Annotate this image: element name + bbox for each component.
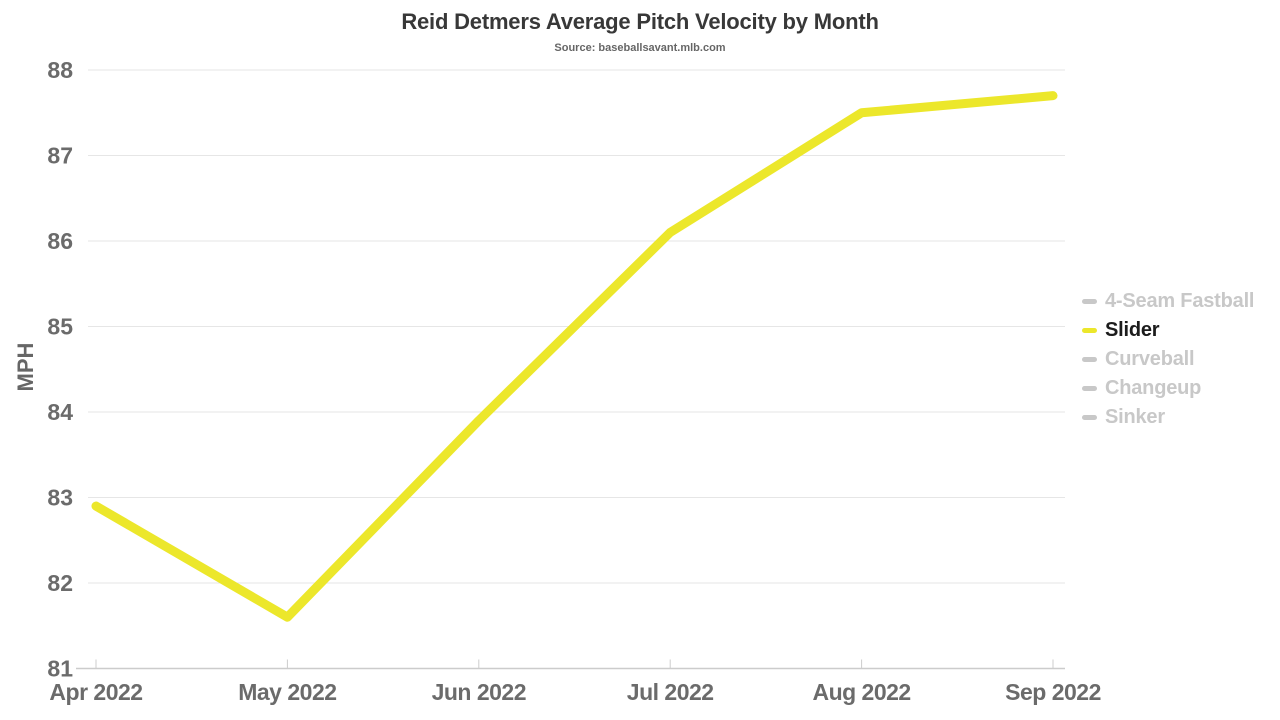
series-line-slider xyxy=(91,91,1058,622)
legend-label-curveball: Curveball xyxy=(1105,348,1195,370)
y-tick-label: 81 xyxy=(47,656,73,682)
y-tick-label: 85 xyxy=(47,314,73,340)
legend-item-sinker[interactable]: Sinker xyxy=(1082,403,1254,432)
legend-label-changeup: Changeup xyxy=(1105,377,1202,399)
y-gridlines xyxy=(76,69,1065,670)
legend-label-slider: Slider xyxy=(1105,319,1160,341)
x-tick-labels: Apr 2022 May 2022 Jun 2022 Jul 2022 Aug 2022… xyxy=(49,679,1101,705)
x-tick-label: Apr 2022 xyxy=(49,679,142,705)
x-tick-label: Jul 2022 xyxy=(627,679,714,705)
y-tick-label: 84 xyxy=(47,399,73,425)
legend-swatch-curveball xyxy=(1082,357,1097,362)
y-tick-label: 86 xyxy=(47,228,73,254)
y-tick-label: 87 xyxy=(47,143,73,169)
legend-swatch-sinker xyxy=(1082,415,1097,420)
legend-label-4-seam-fastball: 4-Seam Fastball xyxy=(1105,290,1255,312)
x-axis-ticks xyxy=(95,659,1054,669)
legend-swatch-4-seam-fastball xyxy=(1082,299,1097,304)
y-tick-label: 88 xyxy=(47,57,73,83)
legend: 4-Seam Fastball Slider Curveball Changeup Si… xyxy=(1082,287,1254,432)
legend-item-slider[interactable]: Slider xyxy=(1082,316,1254,345)
x-tick-label: Aug 2022 xyxy=(812,679,910,705)
y-axis-title: MPH xyxy=(13,343,38,392)
legend-label-sinker: Sinker xyxy=(1105,406,1165,428)
x-tick-label: Sep 2022 xyxy=(1005,679,1101,705)
legend-swatch-slider xyxy=(1082,328,1097,333)
chart-subtitle: Source: baseballsavant.mlb.com xyxy=(554,42,726,54)
legend-item-changeup[interactable]: Changeup xyxy=(1082,374,1254,403)
y-tick-label: 82 xyxy=(47,570,73,596)
x-tick-label: Jun 2022 xyxy=(432,679,526,705)
y-tick-label: 83 xyxy=(47,485,73,511)
legend-swatch-changeup xyxy=(1082,386,1097,391)
legend-item-4-seam-fastball[interactable]: 4-Seam Fastball xyxy=(1082,287,1254,316)
chart-title: Reid Detmers Average Pitch Velocity by M… xyxy=(401,9,879,34)
legend-item-curveball[interactable]: Curveball xyxy=(1082,345,1254,374)
x-tick-label: May 2022 xyxy=(238,679,336,705)
y-tick-labels: 81 82 83 84 85 86 87 88 xyxy=(47,57,73,682)
